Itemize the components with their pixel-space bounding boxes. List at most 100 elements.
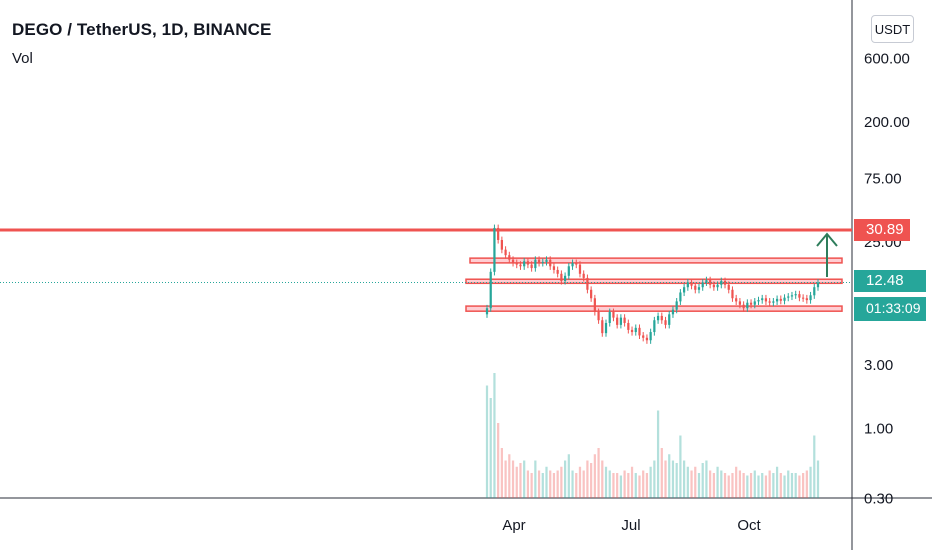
volume-bar bbox=[660, 448, 663, 498]
volume-bar bbox=[552, 473, 556, 498]
candle-body bbox=[604, 322, 608, 334]
candle-body bbox=[493, 227, 496, 272]
candle-body bbox=[775, 298, 779, 302]
candle-body bbox=[649, 332, 652, 341]
candle-body bbox=[701, 282, 704, 288]
y-tick-label: 1.00 bbox=[864, 421, 893, 438]
volume-bar bbox=[500, 448, 503, 498]
volume-bar bbox=[712, 473, 715, 498]
candle-body bbox=[671, 309, 675, 315]
candle-body bbox=[690, 282, 693, 286]
candle-body bbox=[790, 295, 794, 297]
volume-bar bbox=[489, 398, 492, 498]
chart-legend: DEGO / TetherUS, 1D, BINANCE Vol bbox=[12, 20, 271, 67]
candle-body bbox=[764, 298, 768, 302]
volume-bar bbox=[549, 470, 552, 498]
volume-bar bbox=[567, 454, 570, 498]
candle-body bbox=[627, 322, 630, 330]
volume-bar bbox=[526, 470, 530, 498]
volume-bar bbox=[816, 460, 820, 498]
y-tick-label: 75.00 bbox=[864, 171, 902, 188]
candle-body bbox=[716, 284, 719, 288]
candle-body bbox=[802, 297, 805, 299]
x-tick-label: Jul bbox=[621, 517, 640, 534]
volume-bar bbox=[694, 466, 697, 498]
volume-bar bbox=[560, 466, 563, 498]
volume-bar bbox=[493, 373, 496, 498]
y-tick-label: 200.00 bbox=[864, 114, 910, 131]
symbol-title[interactable]: DEGO / TetherUS, 1D, BINANCE bbox=[12, 20, 272, 39]
volume-indicator-label[interactable]: Vol bbox=[12, 50, 33, 67]
candle-body bbox=[601, 320, 604, 334]
volume-bar bbox=[727, 475, 730, 498]
candle-body bbox=[723, 281, 727, 285]
candle-body bbox=[571, 262, 574, 267]
candle-body bbox=[500, 239, 503, 250]
volume-bar bbox=[813, 435, 816, 498]
volume-bar bbox=[545, 466, 548, 498]
candle-body bbox=[712, 284, 715, 288]
volume-bar bbox=[668, 454, 671, 498]
volume-bar bbox=[508, 454, 511, 498]
candle-body bbox=[697, 287, 701, 290]
volume-bar bbox=[790, 473, 794, 498]
candle-body bbox=[772, 301, 775, 303]
volume-bar bbox=[537, 470, 541, 498]
volume-bar bbox=[523, 460, 526, 498]
candle-body bbox=[749, 302, 753, 305]
candle-body bbox=[679, 292, 682, 302]
candle-body bbox=[549, 259, 552, 267]
support-zone-box bbox=[465, 305, 843, 312]
volume-bar bbox=[586, 460, 589, 498]
currency-button[interactable]: USDT bbox=[871, 15, 914, 43]
volume-bar bbox=[746, 475, 749, 498]
volume-bar bbox=[753, 470, 756, 498]
candle-body bbox=[545, 259, 548, 262]
candle-body bbox=[575, 262, 578, 265]
candle-body bbox=[664, 320, 667, 325]
candle-body bbox=[645, 337, 649, 341]
candle-body bbox=[761, 298, 764, 301]
volume-bar bbox=[593, 454, 596, 498]
candle-body bbox=[634, 327, 637, 333]
candle-body bbox=[552, 266, 556, 270]
y-tick-label: 3.00 bbox=[864, 357, 893, 374]
volume-bar bbox=[779, 473, 782, 498]
volume-bar bbox=[798, 475, 801, 498]
volume-bar bbox=[571, 470, 574, 498]
candle-body bbox=[768, 301, 771, 303]
volume-bar bbox=[616, 473, 619, 498]
volume-bar bbox=[802, 473, 805, 498]
volume-bar bbox=[735, 466, 738, 498]
candle-body bbox=[489, 271, 492, 309]
candle-body bbox=[809, 295, 812, 301]
candle-body bbox=[537, 259, 541, 263]
volume-bar bbox=[705, 460, 708, 498]
support-zone-box bbox=[465, 278, 843, 285]
volume-bar bbox=[575, 473, 578, 498]
candle-body bbox=[586, 277, 589, 290]
volume-bar bbox=[783, 475, 786, 498]
volume-bar bbox=[723, 473, 727, 498]
candle-body bbox=[694, 285, 697, 290]
candle-body bbox=[731, 289, 734, 299]
candle-body bbox=[746, 302, 749, 309]
volume-bar bbox=[709, 470, 712, 498]
volume-bar bbox=[519, 463, 522, 498]
candle-body bbox=[727, 284, 730, 290]
candle-body bbox=[753, 301, 756, 305]
volume-bar bbox=[690, 470, 693, 498]
support-zone-box bbox=[469, 257, 843, 264]
candle-body bbox=[709, 280, 712, 285]
volume-bar bbox=[604, 466, 608, 498]
volume-bar bbox=[534, 460, 537, 498]
volume-bar bbox=[623, 470, 626, 498]
volume-bar bbox=[541, 473, 544, 498]
candle-body bbox=[642, 335, 645, 338]
volume-bar bbox=[642, 470, 645, 498]
volume-bar bbox=[653, 460, 656, 498]
volume-bar bbox=[515, 466, 518, 498]
volume-bar bbox=[686, 466, 689, 498]
volume-bar bbox=[645, 473, 649, 498]
